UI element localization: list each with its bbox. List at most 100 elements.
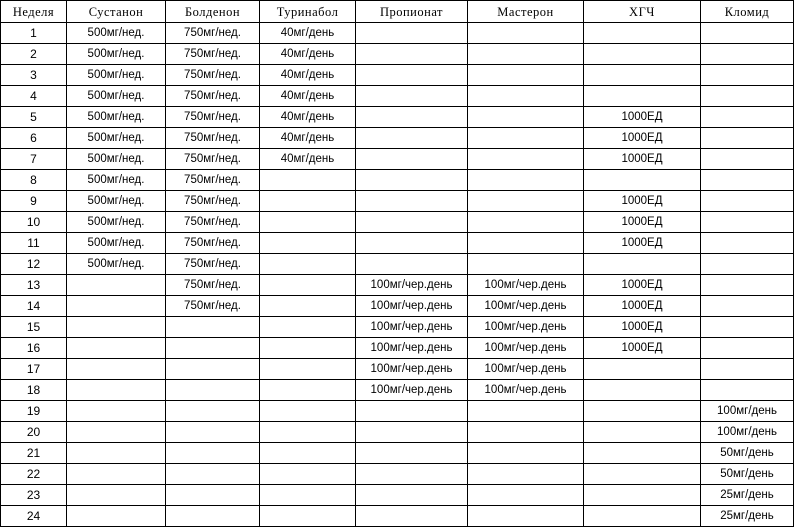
cell-masteron — [467, 505, 584, 527]
cell-masteron — [467, 127, 584, 149]
cell-clomid — [700, 43, 794, 65]
column-header-propionat: Пропионат — [355, 0, 468, 23]
cell-week: 22 — [0, 463, 67, 485]
cell-turinabol: 40мг/день — [259, 22, 356, 44]
cell-propionat: 100мг/чер.день — [355, 358, 468, 380]
cell-sustanon: 500мг/нед. — [66, 232, 166, 254]
cell-turinabol: 40мг/день — [259, 127, 356, 149]
cell-propionat — [355, 190, 468, 212]
cell-sustanon — [66, 316, 166, 338]
cell-hcg — [583, 358, 701, 380]
cell-hcg: 1000ЕД — [583, 232, 701, 254]
cell-masteron — [467, 190, 584, 212]
cell-boldenone: 750мг/нед. — [165, 85, 260, 107]
cell-propionat — [355, 421, 468, 443]
table-header-row: Неделя Сустанон Болденон Туринабол Пропионат… — [0, 0, 794, 23]
cell-masteron: 100мг/чер.день — [467, 337, 584, 359]
cell-turinabol — [259, 379, 356, 401]
cell-boldenone: 750мг/нед. — [165, 274, 260, 296]
cell-week: 7 — [0, 148, 67, 170]
cell-hcg — [583, 64, 701, 86]
cell-masteron: 100мг/чер.день — [467, 295, 584, 317]
cell-propionat — [355, 127, 468, 149]
cell-boldenone: 750мг/нед. — [165, 169, 260, 191]
cell-clomid — [700, 106, 794, 128]
column-header-turinabol: Туринабол — [259, 0, 356, 23]
cell-boldenone — [165, 442, 260, 464]
table-body: 1 500мг/нед. 750мг/нед. 40мг/день 2 500мг/нед… — [0, 22, 794, 527]
cell-clomid — [700, 358, 794, 380]
cell-turinabol — [259, 190, 356, 212]
cell-boldenone: 750мг/нед. — [165, 148, 260, 170]
cell-sustanon — [66, 337, 166, 359]
table-row: 1 500мг/нед. 750мг/нед. 40мг/день — [0, 22, 794, 44]
cell-masteron — [467, 484, 584, 506]
column-header-masteron: Мастерон — [467, 0, 584, 23]
cell-hcg — [583, 463, 701, 485]
table-row: 15 100мг/чер.день 100мг/чер.день 1000ЕД — [0, 316, 794, 338]
cell-masteron — [467, 253, 584, 275]
cell-week: 20 — [0, 421, 67, 443]
cell-masteron — [467, 43, 584, 65]
cell-propionat: 100мг/чер.день — [355, 379, 468, 401]
cell-propionat — [355, 484, 468, 506]
cell-boldenone: 750мг/нед. — [165, 253, 260, 275]
cell-week: 16 — [0, 337, 67, 359]
cell-clomid — [700, 190, 794, 212]
cell-masteron — [467, 211, 584, 233]
cell-sustanon — [66, 274, 166, 296]
cell-sustanon — [66, 379, 166, 401]
cell-hcg: 1000ЕД — [583, 211, 701, 233]
column-header-sustanon: Сустанон — [66, 0, 166, 23]
table-row: 24 25мг/день — [0, 505, 794, 527]
cell-masteron — [467, 148, 584, 170]
cell-hcg — [583, 169, 701, 191]
cell-turinabol — [259, 295, 356, 317]
cell-turinabol — [259, 400, 356, 422]
cell-week: 14 — [0, 295, 67, 317]
cell-propionat — [355, 169, 468, 191]
cell-clomid — [700, 22, 794, 44]
cell-propionat — [355, 211, 468, 233]
cell-hcg: 1000ЕД — [583, 316, 701, 338]
table-row: 20 100мг/день — [0, 421, 794, 443]
table-row: 9 500мг/нед. 750мг/нед. 1000ЕД — [0, 190, 794, 212]
table-row: 17 100мг/чер.день 100мг/чер.день — [0, 358, 794, 380]
table-row: 13 750мг/нед. 100мг/чер.день 100мг/чер.день… — [0, 274, 794, 296]
cell-propionat — [355, 463, 468, 485]
cell-clomid — [700, 295, 794, 317]
cell-turinabol — [259, 169, 356, 191]
cell-propionat — [355, 505, 468, 527]
cell-masteron: 100мг/чер.день — [467, 379, 584, 401]
cell-boldenone: 750мг/нед. — [165, 106, 260, 128]
cell-sustanon — [66, 421, 166, 443]
cell-week: 8 — [0, 169, 67, 191]
table-row: 11 500мг/нед. 750мг/нед. 1000ЕД — [0, 232, 794, 254]
cell-boldenone — [165, 421, 260, 443]
cell-hcg — [583, 85, 701, 107]
cell-hcg: 1000ЕД — [583, 106, 701, 128]
cell-clomid: 25мг/день — [700, 505, 794, 527]
cell-masteron — [467, 400, 584, 422]
column-header-boldenone: Болденон — [165, 0, 260, 23]
cell-hcg: 1000ЕД — [583, 190, 701, 212]
cell-hcg — [583, 505, 701, 527]
cell-clomid — [700, 232, 794, 254]
cell-week: 12 — [0, 253, 67, 275]
cell-turinabol: 40мг/день — [259, 64, 356, 86]
cell-turinabol — [259, 421, 356, 443]
cell-clomid — [700, 253, 794, 275]
cell-turinabol — [259, 274, 356, 296]
cell-boldenone: 750мг/нед. — [165, 295, 260, 317]
cell-hcg — [583, 253, 701, 275]
cell-sustanon: 500мг/нед. — [66, 190, 166, 212]
cell-propionat — [355, 43, 468, 65]
table-row: 6 500мг/нед. 750мг/нед. 40мг/день 1000ЕД — [0, 127, 794, 149]
cell-boldenone: 750мг/нед. — [165, 127, 260, 149]
cell-boldenone: 750мг/нед. — [165, 190, 260, 212]
cell-sustanon — [66, 442, 166, 464]
cell-hcg: 1000ЕД — [583, 337, 701, 359]
cell-week: 15 — [0, 316, 67, 338]
cell-week: 6 — [0, 127, 67, 149]
table-row: 12 500мг/нед. 750мг/нед. — [0, 253, 794, 275]
